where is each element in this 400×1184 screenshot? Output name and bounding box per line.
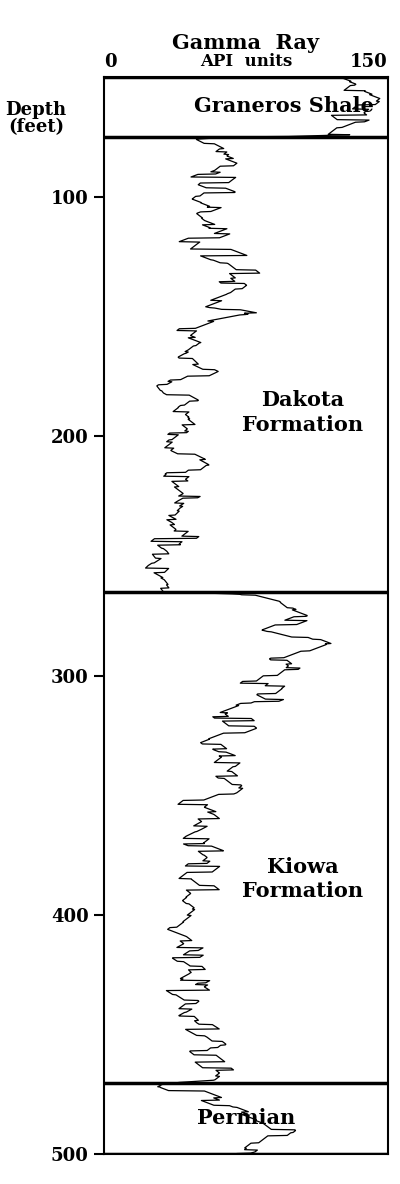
Text: API  units: API units <box>200 53 292 70</box>
Text: (feet): (feet) <box>8 118 64 136</box>
Text: 0: 0 <box>104 53 117 71</box>
Text: Depth: Depth <box>6 101 66 118</box>
Text: 150: 150 <box>350 53 388 71</box>
Text: Graneros Shale: Graneros Shale <box>194 96 374 116</box>
Text: Permian: Permian <box>197 1108 295 1128</box>
Text: Kiowa
Formation: Kiowa Formation <box>242 857 363 901</box>
Text: Dakota
Formation: Dakota Formation <box>242 390 363 435</box>
Text: Gamma  Ray: Gamma Ray <box>172 33 320 53</box>
